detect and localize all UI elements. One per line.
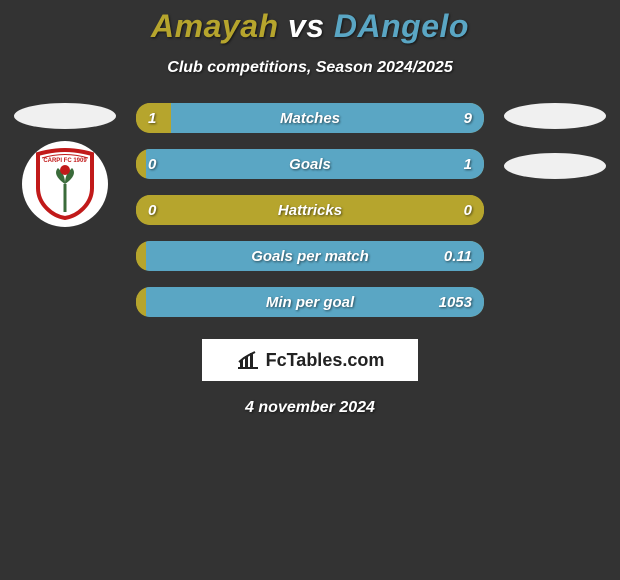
comparison-row: CARPI FC 1909 1Matches90Goals10Hattricks… [0, 103, 620, 317]
club-logo: CARPI FC 1909 [22, 141, 108, 227]
stat-value-right: 1053 [439, 287, 472, 317]
stat-label: Goals [136, 149, 484, 179]
root: Amayah vs DAngelo Club competitions, Sea… [0, 0, 620, 417]
stat-label: Matches [136, 103, 484, 133]
player1-placeholder [14, 103, 116, 129]
stat-bar: Min per goal1053 [136, 287, 484, 317]
stat-value-right: 0.11 [444, 241, 472, 271]
stat-label: Hattricks [136, 195, 484, 225]
player2-placeholder-2 [504, 153, 606, 179]
left-side: CARPI FC 1909 [10, 103, 120, 227]
stat-bar: 0Goals1 [136, 149, 484, 179]
stat-bar: 0Hattricks0 [136, 195, 484, 225]
subtitle: Club competitions, Season 2024/2025 [0, 59, 620, 77]
date: 4 november 2024 [0, 399, 620, 417]
stat-bar: 1Matches9 [136, 103, 484, 133]
player1-name: Amayah [151, 8, 279, 44]
right-side [500, 103, 610, 179]
player2-placeholder-1 [504, 103, 606, 129]
branding-text: FcTables.com [266, 350, 385, 371]
stats-column: 1Matches90Goals10Hattricks0Goals per mat… [136, 103, 484, 317]
chart-icon [236, 350, 260, 370]
stat-label: Min per goal [136, 287, 484, 317]
player2-name: DAngelo [334, 8, 469, 44]
branding: FcTables.com [202, 339, 418, 381]
stat-bar: Goals per match0.11 [136, 241, 484, 271]
vs-text: vs [288, 8, 325, 44]
svg-text:CARPI FC 1909: CARPI FC 1909 [43, 158, 87, 164]
shield-icon: CARPI FC 1909 [34, 148, 96, 220]
stat-label: Goals per match [136, 241, 484, 271]
stat-value-right: 0 [464, 195, 472, 225]
stat-value-right: 9 [464, 103, 472, 133]
page-title: Amayah vs DAngelo [0, 8, 620, 45]
stat-value-right: 1 [464, 149, 472, 179]
